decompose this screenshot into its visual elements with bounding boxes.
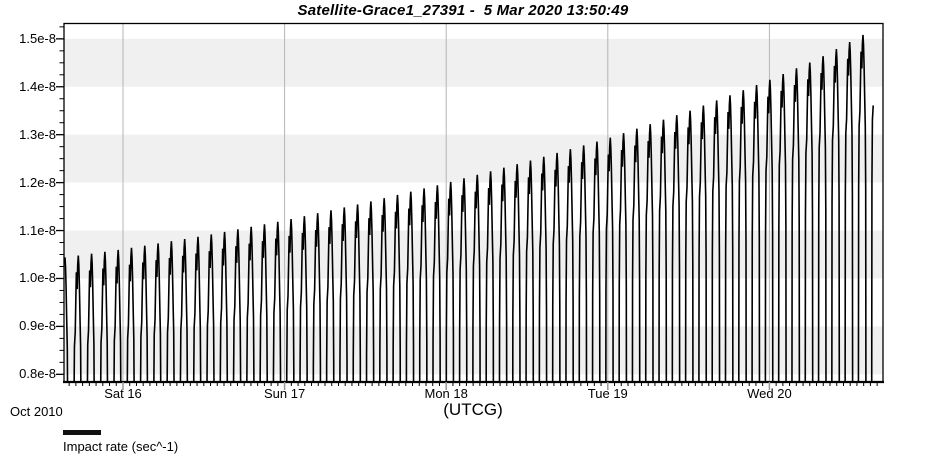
y-axis-tick-label: 0.8e-8 <box>19 366 56 382</box>
x-axis-tick-label: Wed 20 <box>747 386 792 401</box>
background-band <box>64 38 883 87</box>
x-axis-unit-label: (UTCG) <box>443 400 503 419</box>
legend: Impact rate (sec^-1) <box>63 430 178 454</box>
y-axis-tick-label: 1.2e-8 <box>19 174 56 190</box>
impact-rate-series <box>64 34 875 382</box>
y-axis-tick-label: 1.3e-8 <box>19 126 56 142</box>
y-axis-tick-label: 1.0e-8 <box>19 270 56 286</box>
x-axis-tick-label: Sun 17 <box>263 386 306 401</box>
x-axis-tick-label: Tue 19 <box>587 386 628 401</box>
x-axis-tick-label: Mon 18 <box>424 386 468 401</box>
chart-title: Satellite-Grace1_27391 - 5 Mar 2020 13:5… <box>297 2 629 19</box>
background-band <box>64 134 883 183</box>
legend-swatch <box>63 430 101 435</box>
y-axis-tick-label: 1.5e-8 <box>19 30 56 46</box>
x-axis-tick-label: Sat 16 <box>104 386 142 401</box>
y-axis-tick-label: 1.1e-8 <box>19 222 56 238</box>
legend-label: Impact rate (sec^-1) <box>63 439 179 454</box>
y-axis-tick-label: 1.4e-8 <box>19 78 56 94</box>
month-year-label: Oct 2010 <box>10 404 63 419</box>
y-axis-tick-label: 0.9e-8 <box>19 318 56 334</box>
